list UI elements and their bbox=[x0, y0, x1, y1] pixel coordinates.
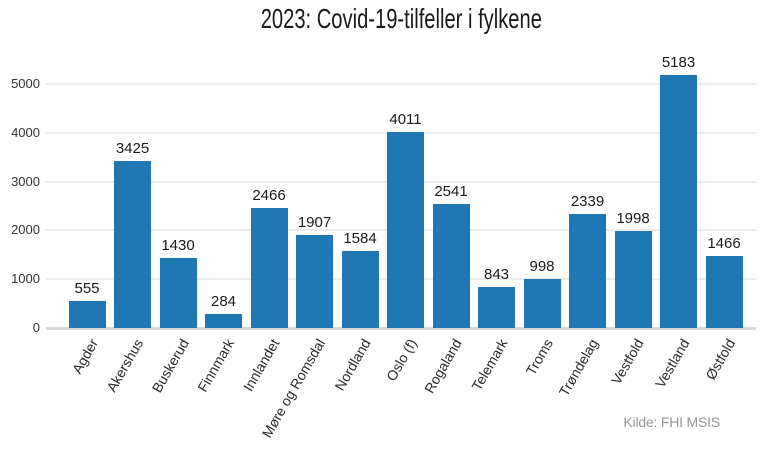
bar-value-label: 284 bbox=[210, 293, 237, 311]
bar-value-label: 2339 bbox=[570, 192, 605, 210]
x-tick-label: Nordland bbox=[331, 336, 374, 394]
bar bbox=[705, 256, 743, 328]
gridline bbox=[46, 83, 756, 85]
bar-value-label: 1907 bbox=[297, 213, 332, 231]
bar-value-label: 4011 bbox=[389, 111, 422, 129]
y-tick-label: 0 bbox=[32, 320, 40, 335]
bar bbox=[159, 258, 197, 328]
y-tick-label: 4000 bbox=[11, 124, 40, 140]
x-tick-label: Vestfold bbox=[608, 336, 647, 388]
bar-value-label: 1466 bbox=[707, 235, 741, 253]
axis-baseline bbox=[46, 327, 756, 330]
x-tick-label: Telemark bbox=[468, 336, 511, 394]
bar bbox=[68, 300, 106, 328]
chart-title: 2023: Covid-19-tilfeller i fylkene bbox=[46, 3, 756, 34]
x-tick-label: Vestland bbox=[651, 336, 693, 391]
bar-value-label: 1584 bbox=[343, 229, 377, 247]
x-tick-label: Finnmark bbox=[194, 336, 238, 395]
chart-title-text: 2023: Covid-19-tilfeller i fylkene bbox=[260, 3, 542, 34]
bar-value-label: 5183 bbox=[661, 54, 696, 72]
bar-value-label: 2466 bbox=[252, 186, 286, 204]
bar-value-label: 1430 bbox=[161, 237, 195, 255]
bar bbox=[205, 314, 242, 328]
x-tick-label: Innlandet bbox=[240, 336, 283, 394]
bar bbox=[387, 132, 424, 328]
y-tick-label: 1000 bbox=[11, 271, 40, 287]
x-tick-label: Oslo (f) bbox=[382, 336, 420, 384]
bar bbox=[432, 204, 470, 328]
x-tick-label: Akershus bbox=[103, 336, 147, 395]
bar-value-label: 843 bbox=[483, 265, 510, 283]
bar bbox=[523, 279, 561, 328]
bar-value-label: 2541 bbox=[434, 183, 468, 200]
bar bbox=[114, 160, 151, 328]
y-tick-label: 5000 bbox=[11, 76, 40, 91]
bar bbox=[250, 207, 288, 328]
source-caption: Kilde: FHI MSIS bbox=[623, 414, 720, 430]
x-tick-label: Trøndelag bbox=[555, 336, 602, 399]
bar bbox=[614, 230, 652, 328]
y-tick-label: 3000 bbox=[11, 173, 40, 189]
bar-value-label: 1998 bbox=[616, 209, 650, 227]
bar bbox=[296, 234, 333, 328]
bar bbox=[660, 75, 697, 328]
bar-value-label: 3425 bbox=[115, 139, 150, 157]
x-tick-label: Agder bbox=[68, 336, 101, 377]
x-tick-label: Østfold bbox=[701, 336, 738, 383]
x-tick-label: Troms bbox=[522, 336, 556, 378]
y-tick-label: 2000 bbox=[11, 222, 40, 238]
bar bbox=[478, 286, 515, 328]
x-tick-label: Rogaland bbox=[421, 336, 465, 396]
bar bbox=[341, 250, 379, 328]
bar bbox=[569, 213, 606, 328]
bar-value-label: 555 bbox=[74, 279, 100, 297]
bar-value-label: 998 bbox=[529, 258, 555, 276]
plot-area: 555 3425 1430 284 2466 1907 1584 4011 2541 843 998… bbox=[46, 55, 756, 330]
x-tick-label: Buskerud bbox=[148, 336, 192, 396]
